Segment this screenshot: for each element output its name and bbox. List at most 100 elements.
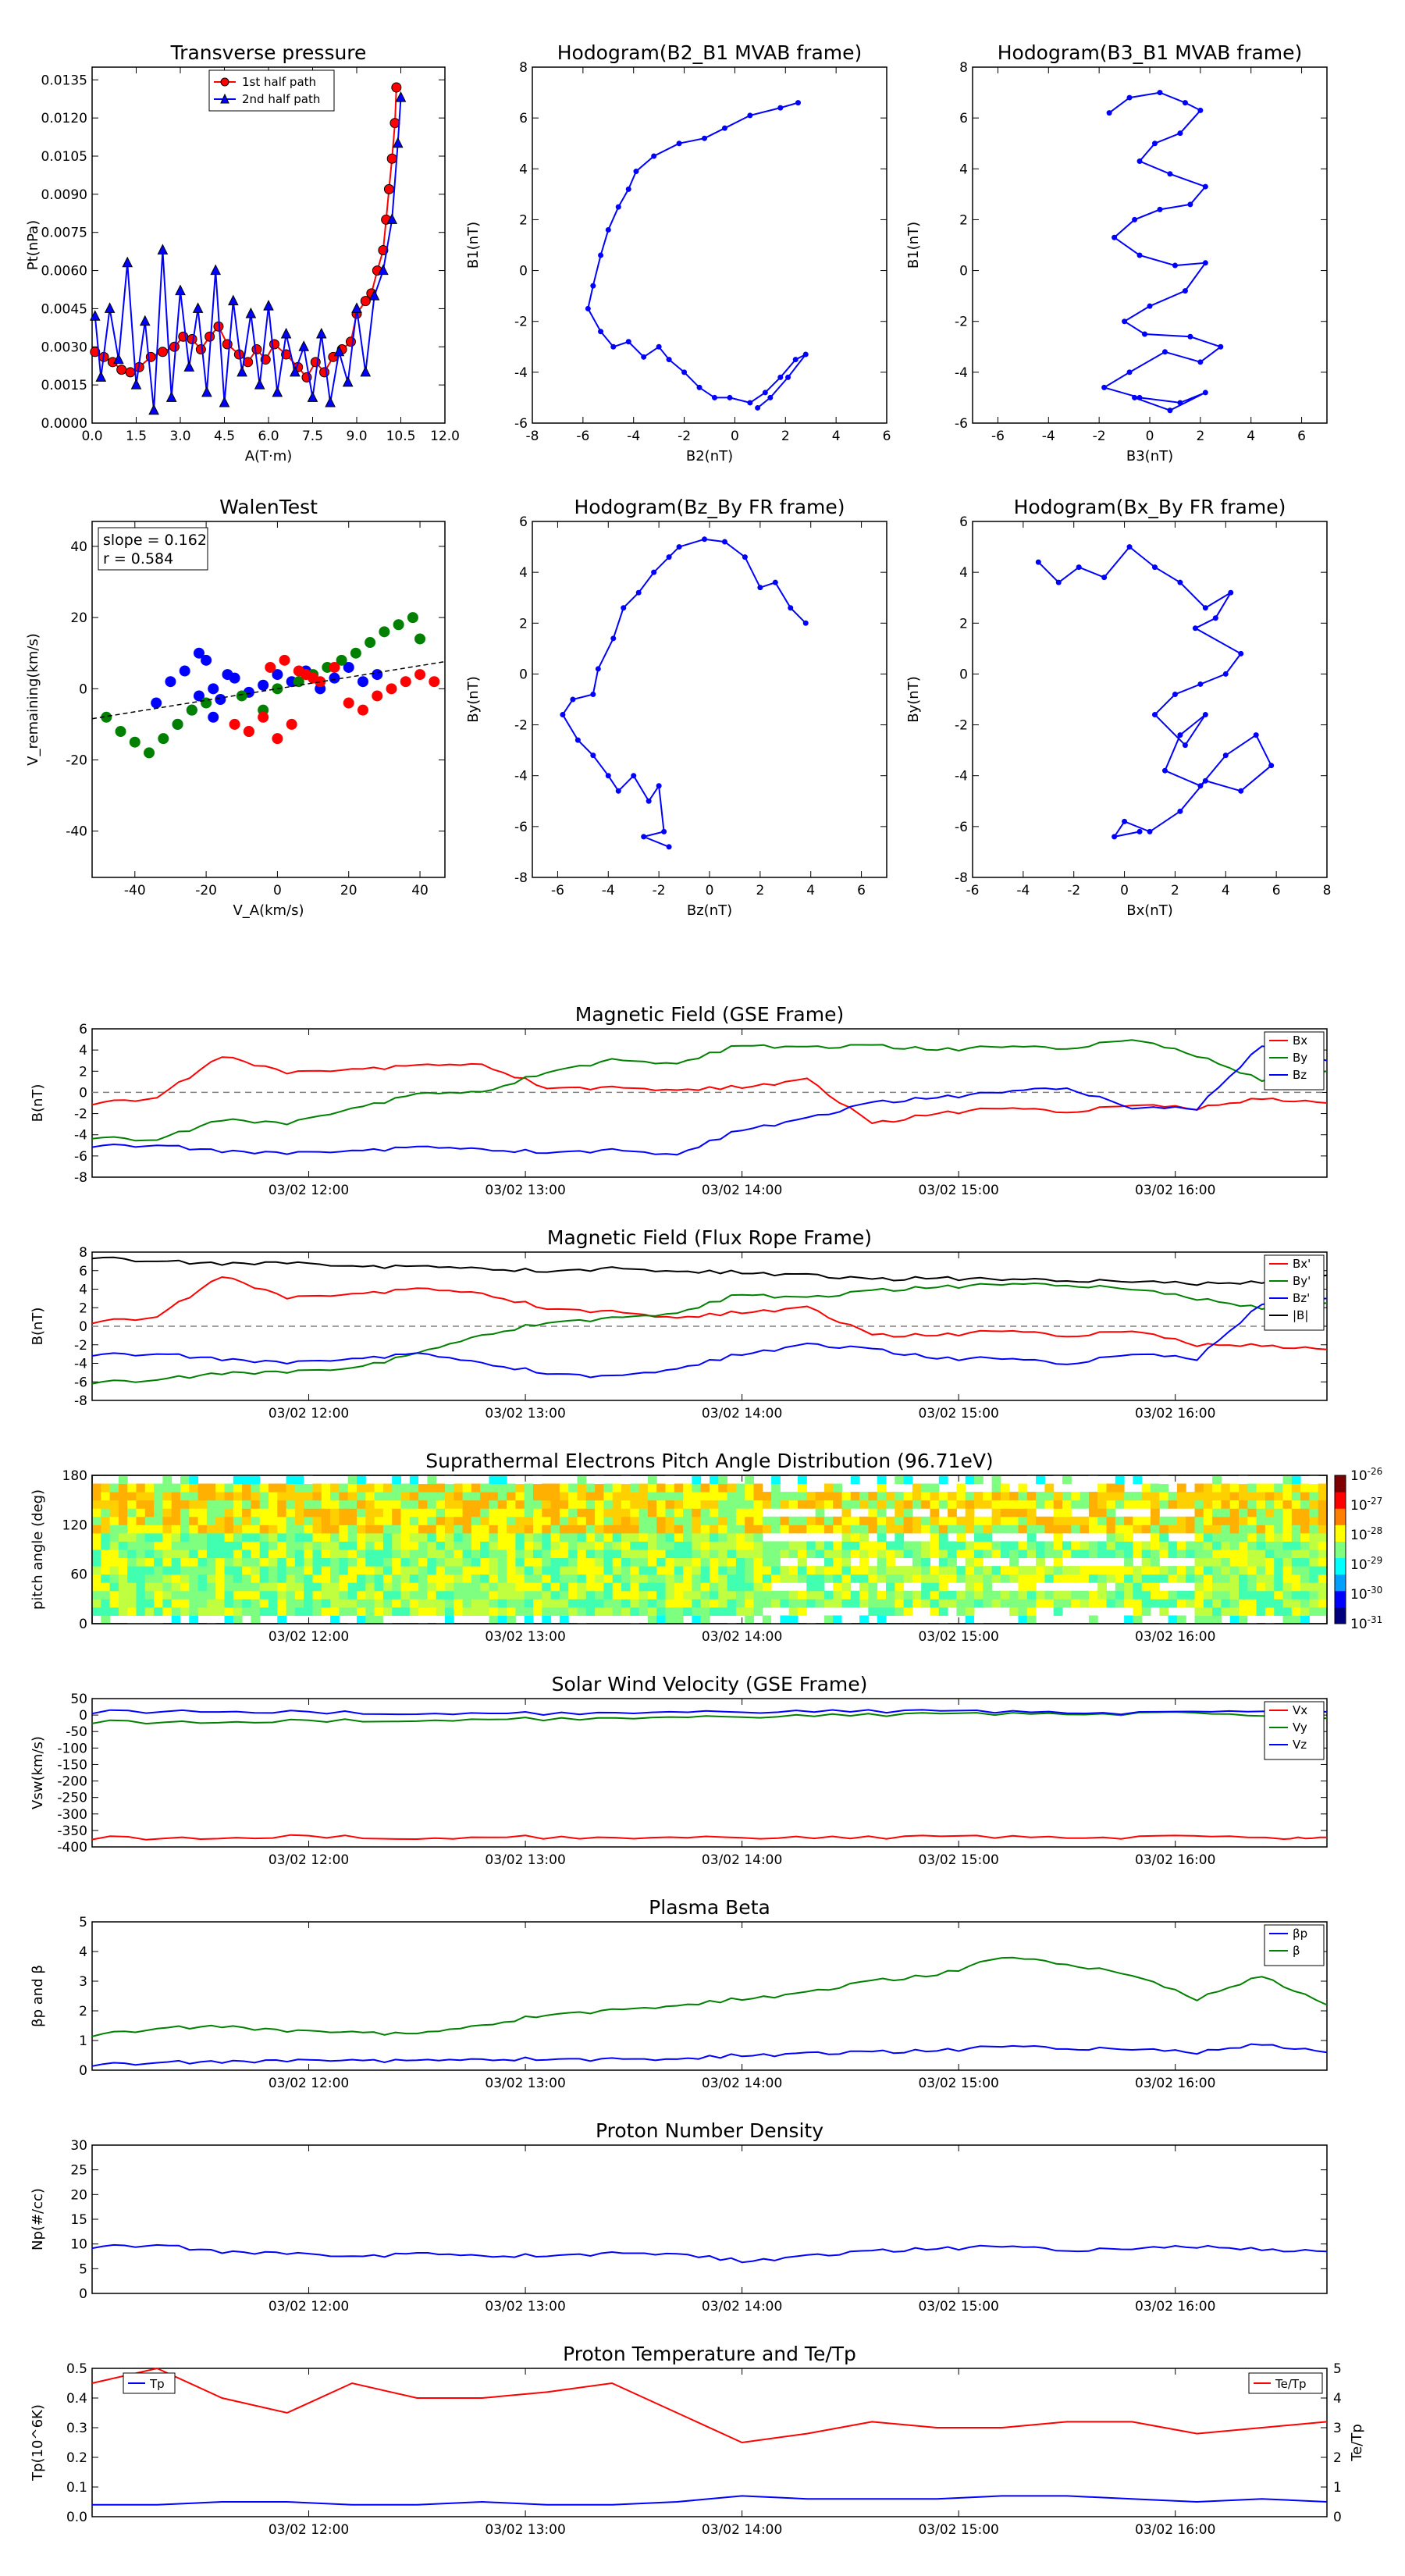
- heatmap-cell: [1221, 1557, 1231, 1567]
- heatmap-cell: [471, 1566, 481, 1575]
- heatmap-cell: [436, 1550, 446, 1559]
- heatmap-cell: [101, 1532, 111, 1542]
- heatmap-cell: [745, 1599, 754, 1608]
- heatmap-cell: [630, 1599, 640, 1608]
- heatmap-cell: [259, 1492, 269, 1501]
- heatmap-cell: [1080, 1574, 1090, 1583]
- heatmap-cell: [630, 1615, 640, 1624]
- heatmap-cell: [445, 1483, 454, 1493]
- heatmap-cell: [427, 1599, 437, 1608]
- heatmap-cell: [692, 1475, 702, 1485]
- heatmap-cell: [1256, 1525, 1266, 1534]
- heatmap-cell: [1053, 1574, 1063, 1583]
- heatmap-cell: [224, 1550, 234, 1559]
- y-tick-label: 0.0075: [41, 226, 87, 241]
- heatmap-cell: [692, 1566, 702, 1575]
- heatmap-cell: [788, 1590, 799, 1599]
- heatmap-cell: [1018, 1550, 1028, 1559]
- y-tick-label: -150: [57, 1757, 87, 1773]
- y-tick-label: 6: [79, 1022, 87, 1037]
- heatmap-cell: [710, 1492, 719, 1501]
- heatmap-cell: [471, 1606, 481, 1616]
- heatmap-cell: [895, 1541, 905, 1550]
- heatmap-cell: [974, 1492, 984, 1501]
- heatmap-cell: [382, 1590, 393, 1599]
- heatmap-cell: [1009, 1574, 1019, 1583]
- data-point: [666, 357, 672, 363]
- heatmap-cell: [983, 1599, 993, 1608]
- heatmap-cell: [542, 1557, 552, 1567]
- x-tick-label: 4: [1222, 883, 1230, 898]
- heatmap-cell: [859, 1541, 869, 1550]
- heatmap-cell: [1291, 1508, 1301, 1517]
- heatmap-cell: [559, 1541, 569, 1550]
- heatmap-cell: [1062, 1590, 1072, 1599]
- heatmap-cell: [823, 1615, 834, 1624]
- heatmap-cell: [568, 1492, 578, 1501]
- heatmap-cell: [647, 1516, 657, 1525]
- heatmap-cell: [533, 1492, 542, 1501]
- heatmap-cell: [374, 1508, 384, 1517]
- heatmap-cell: [710, 1483, 719, 1493]
- heatmap-cell: [1053, 1599, 1063, 1608]
- heatmap-cell: [1071, 1550, 1081, 1559]
- x-tick-label: 03/02 15:00: [918, 1852, 998, 1868]
- heatmap-cell: [612, 1483, 622, 1493]
- heatmap-cell: [180, 1566, 190, 1575]
- heatmap-cell: [1026, 1574, 1037, 1583]
- heatmap-cell: [1159, 1550, 1169, 1559]
- heatmap-cell: [745, 1566, 754, 1575]
- heatmap-cell: [938, 1475, 948, 1485]
- heatmap-cell: [251, 1475, 261, 1485]
- heatmap-cell: [895, 1516, 905, 1525]
- series-line: [91, 1709, 1328, 1717]
- heatmap-cell: [603, 1541, 614, 1550]
- chart-hodogram-b3-b1: Hodogram(B3_B1 MVAB frame)-6 -4 -2 0 2 4 6-6-4…: [905, 41, 1328, 464]
- heatmap-cell: [480, 1508, 489, 1517]
- data-point: [666, 554, 672, 560]
- heatmap-cell: [286, 1550, 296, 1559]
- heatmap-cell: [718, 1550, 728, 1559]
- heatmap-cell: [1071, 1599, 1081, 1608]
- heatmap-cell: [259, 1566, 269, 1575]
- heatmap-cell: [841, 1550, 852, 1559]
- heatmap-cell: [1044, 1590, 1055, 1599]
- data-point: [1202, 183, 1208, 190]
- x-tick-label: 4: [806, 883, 815, 898]
- heatmap-cell: [700, 1566, 710, 1575]
- data-point: [747, 112, 753, 119]
- heatmap-cell: [833, 1574, 842, 1583]
- heatmap-cell: [206, 1590, 216, 1599]
- heatmap-cell: [427, 1606, 437, 1616]
- heatmap-cell: [1026, 1508, 1037, 1517]
- heatmap-cell: [1247, 1532, 1257, 1542]
- heatmap-cell: [550, 1516, 560, 1525]
- heatmap-cell: [1009, 1557, 1019, 1567]
- data-point: [1197, 681, 1204, 687]
- heatmap-cell: [1151, 1582, 1160, 1592]
- data-point: [307, 391, 318, 402]
- heatmap-cell: [400, 1599, 411, 1608]
- y-tick-label: 0: [959, 667, 968, 682]
- legend-label: Vz: [1293, 1738, 1307, 1752]
- heatmap-cell: [948, 1541, 957, 1550]
- heatmap-cell: [577, 1508, 587, 1517]
- legend-box: [1264, 1254, 1325, 1331]
- heatmap-cell: [224, 1615, 234, 1624]
- heatmap-cell: [400, 1483, 411, 1493]
- heatmap-cell: [638, 1550, 649, 1559]
- heatmap-cell: [762, 1492, 772, 1501]
- heatmap-cell: [382, 1525, 393, 1534]
- heatmap-cell: [1186, 1500, 1195, 1509]
- heatmap-cell: [171, 1582, 181, 1592]
- heatmap-cell: [136, 1590, 146, 1599]
- heatmap-cell: [798, 1550, 807, 1559]
- heatmap-cell: [277, 1574, 287, 1583]
- heatmap-cell: [965, 1606, 975, 1616]
- heatmap-cell: [445, 1590, 454, 1599]
- heatmap-cell: [1080, 1599, 1090, 1608]
- y-tick-label: 2: [79, 1300, 87, 1316]
- heatmap-cell: [1106, 1525, 1116, 1534]
- heatmap-cell: [727, 1582, 737, 1592]
- heatmap-cell: [400, 1582, 411, 1592]
